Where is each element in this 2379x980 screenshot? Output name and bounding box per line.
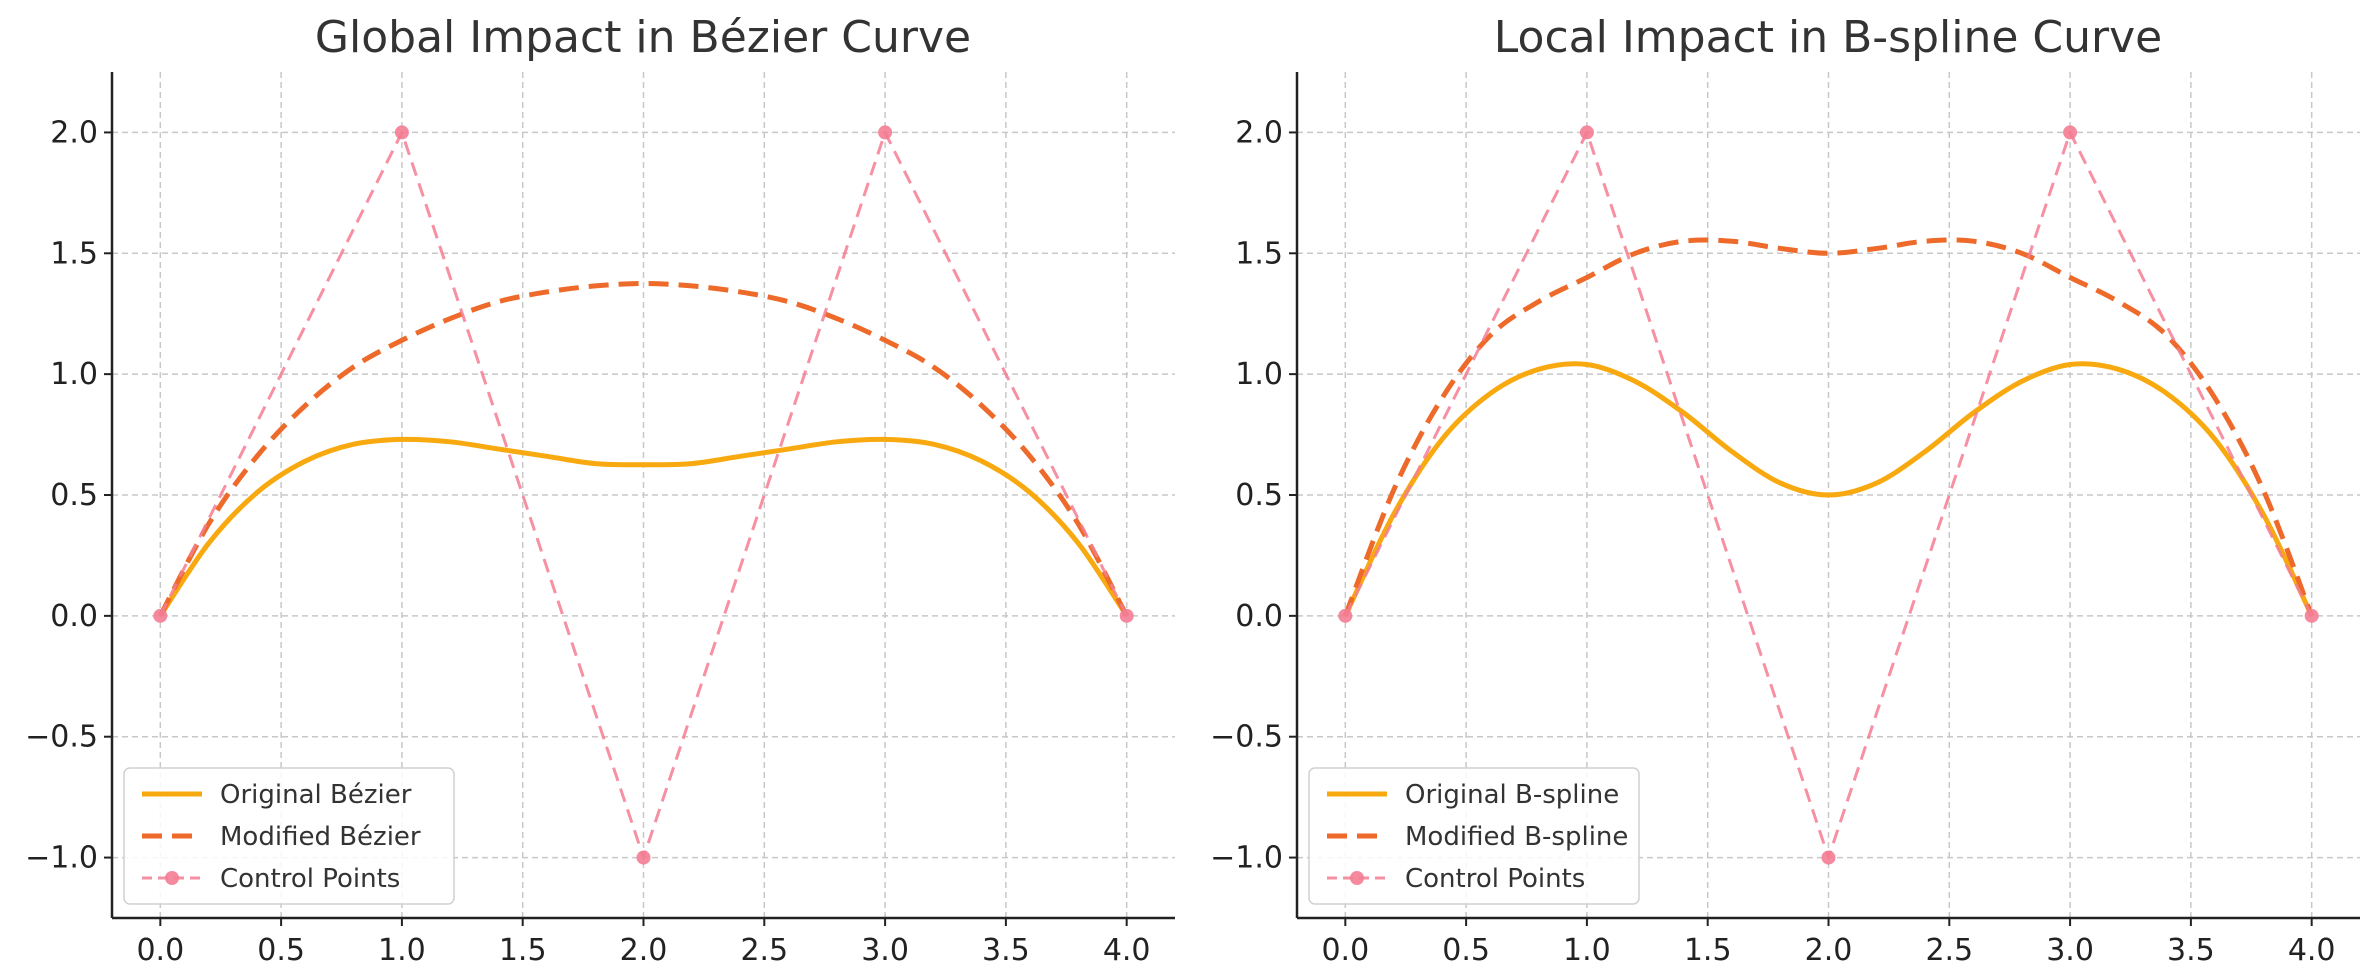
x-tick-label: 1.5	[499, 933, 547, 968]
y-tick-label: 0.0	[1235, 599, 1283, 634]
y-tick-label: −1.0	[25, 841, 98, 876]
x-tick-label: 0.0	[1321, 933, 1369, 968]
legend-label: Original Bézier	[220, 780, 412, 810]
y-tick-label: −1.0	[1210, 841, 1283, 876]
x-tick-label: 0.0	[136, 933, 184, 968]
x-tick-label: 1.0	[1563, 933, 1611, 968]
original-curve-line	[1343, 361, 2314, 617]
y-tick-label: 1.5	[50, 236, 98, 271]
x-tick-label: 4.0	[1103, 933, 1151, 968]
x-tick-label: 1.5	[1684, 933, 1732, 968]
modified-curve-line	[1342, 237, 2315, 617]
control-point-marker	[153, 608, 168, 623]
legend-label: Original B-spline	[1405, 780, 1619, 810]
bspline-chart-panel: 0.0 0.5 1.0 1.5 2.0 2.5 3.0 3.5 4.0 −1.0 −0.5 0.0 0.…	[1210, 12, 2360, 968]
control-point-marker	[878, 125, 893, 140]
y-tick-label: 0.0	[50, 599, 98, 634]
modified-curve-line	[158, 281, 1129, 618]
control-point-marker	[1119, 608, 1134, 623]
legend-label: Control Points	[1405, 864, 1585, 894]
y-tick-label: 1.0	[50, 357, 98, 392]
control-point-marker	[1579, 125, 1594, 140]
x-tick-label: 4.0	[2288, 933, 2336, 968]
x-tick-label: 3.5	[2167, 933, 2215, 968]
control-point-marker	[394, 125, 409, 140]
x-tick-label: 2.5	[1925, 933, 1973, 968]
control-point-marker	[1821, 850, 1836, 865]
legend-marker	[165, 871, 179, 885]
x-tick-label: 1.0	[378, 933, 426, 968]
y-tick-label: 0.5	[50, 478, 98, 513]
legend-marker	[1350, 871, 1364, 885]
chart-title: Global Impact in Bézier Curve	[315, 12, 971, 63]
control-point-marker	[1338, 608, 1353, 623]
bezier-chart-panel: 0.0 0.5 1.0 1.5 2.0 2.5 3.0 3.5 4.0 −1.0 −0.5 0.0 0.…	[25, 12, 1175, 968]
legend-label: Modified B-spline	[1405, 822, 1628, 852]
y-tick-label: −0.5	[25, 720, 98, 755]
x-tick-label: 3.0	[861, 933, 909, 968]
legend-frame	[1308, 767, 1640, 905]
y-tick-label: 1.0	[1235, 357, 1283, 392]
control-point-marker	[2063, 125, 2078, 140]
x-tick-label: 3.0	[2046, 933, 2094, 968]
y-tick-label: 2.0	[50, 115, 98, 150]
original-curve-line	[158, 436, 1129, 618]
chart-legend: Original Bézier Modified Bézier Control Po…	[123, 767, 455, 905]
x-tick-label: 0.5	[1442, 933, 1490, 968]
legend-label: Control Points	[220, 864, 400, 894]
legend-label: Modified Bézier	[220, 822, 421, 852]
legend-frame	[123, 767, 455, 905]
y-tick-label: 0.5	[1235, 478, 1283, 513]
x-tick-label: 0.5	[257, 933, 305, 968]
x-tick-label: 2.0	[1805, 933, 1853, 968]
y-tick-label: −0.5	[1210, 720, 1283, 755]
control-point-marker	[2304, 608, 2319, 623]
y-tick-label: 1.5	[1235, 236, 1283, 271]
x-tick-label: 2.5	[740, 933, 788, 968]
y-tick-label: 2.0	[1235, 115, 1283, 150]
chart-title: Local Impact in B-spline Curve	[1494, 12, 2162, 63]
x-tick-label: 3.5	[982, 933, 1030, 968]
control-point-marker	[636, 850, 651, 865]
chart-legend: Original B-spline Modified B-spline Contro…	[1308, 767, 1640, 905]
x-tick-label: 2.0	[620, 933, 668, 968]
